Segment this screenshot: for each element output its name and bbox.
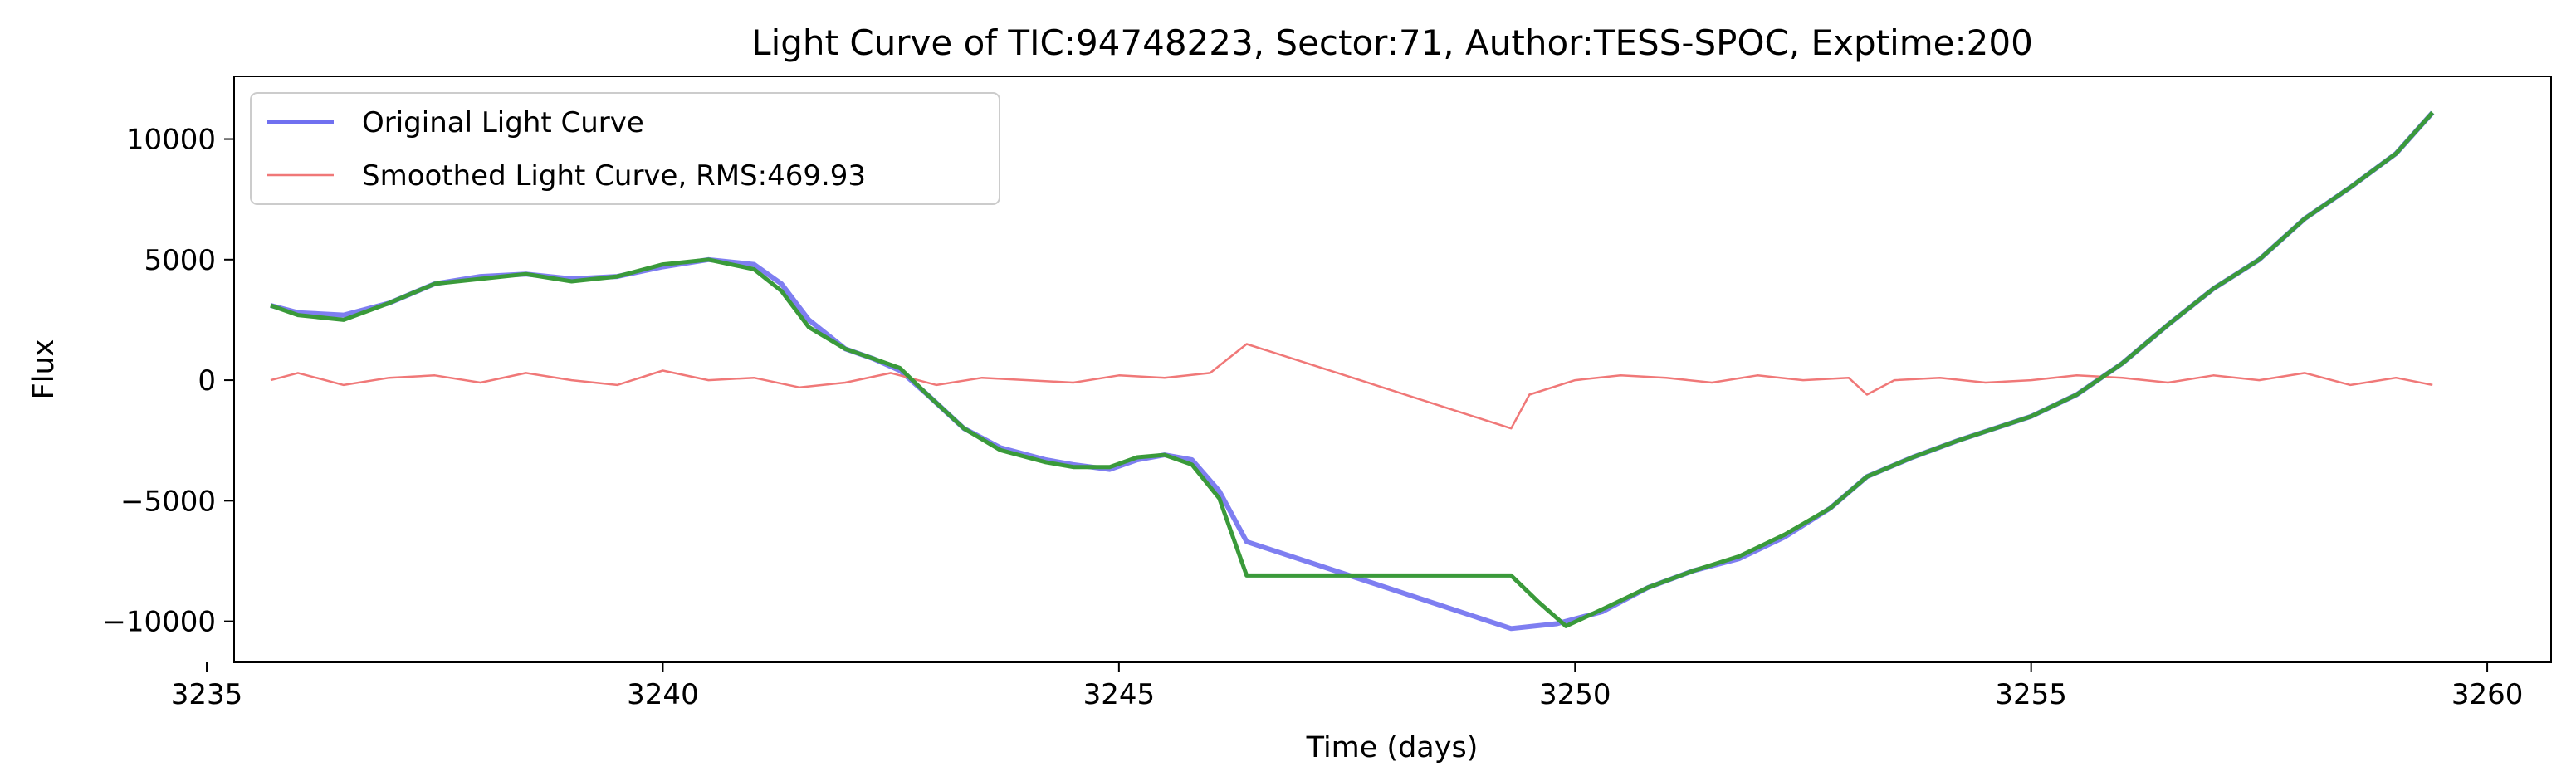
- legend-label-original: Original Light Curve: [362, 106, 644, 139]
- series-layer: [270, 110, 2435, 632]
- y-tick-label: −10000: [102, 606, 216, 639]
- y-tick-label: 5000: [144, 244, 216, 277]
- x-tick-label: 3240: [627, 678, 699, 711]
- y-axis-label: Flux: [27, 339, 61, 400]
- x-tick-label: 3235: [171, 678, 243, 711]
- x-tick-label: 3245: [1083, 678, 1156, 711]
- legend: Original Light Curve Smoothed Light Curv…: [250, 92, 1000, 205]
- chart-title: Light Curve of TIC:94748223, Sector:71, …: [751, 22, 2033, 63]
- x-axis-label: Time (days): [1306, 731, 1479, 764]
- legend-box: [250, 92, 1000, 205]
- x-tick-label: 3250: [1539, 678, 1611, 711]
- y-tick-label: −5000: [120, 485, 216, 518]
- series-line-trend: [270, 110, 2435, 628]
- ticks-layer: 3235 3240 3245 3250 3255 3260 −10000 −5000 0 5000…: [102, 124, 2523, 711]
- plot-frame: [233, 76, 2552, 663]
- x-tick-label: 3260: [2451, 678, 2524, 711]
- y-tick-label: 0: [198, 364, 216, 398]
- legend-label-smoothed: Smoothed Light Curve, RMS:469.93: [362, 159, 866, 193]
- x-tick-label: 3255: [1995, 678, 2067, 711]
- y-tick-label: 10000: [126, 124, 216, 157]
